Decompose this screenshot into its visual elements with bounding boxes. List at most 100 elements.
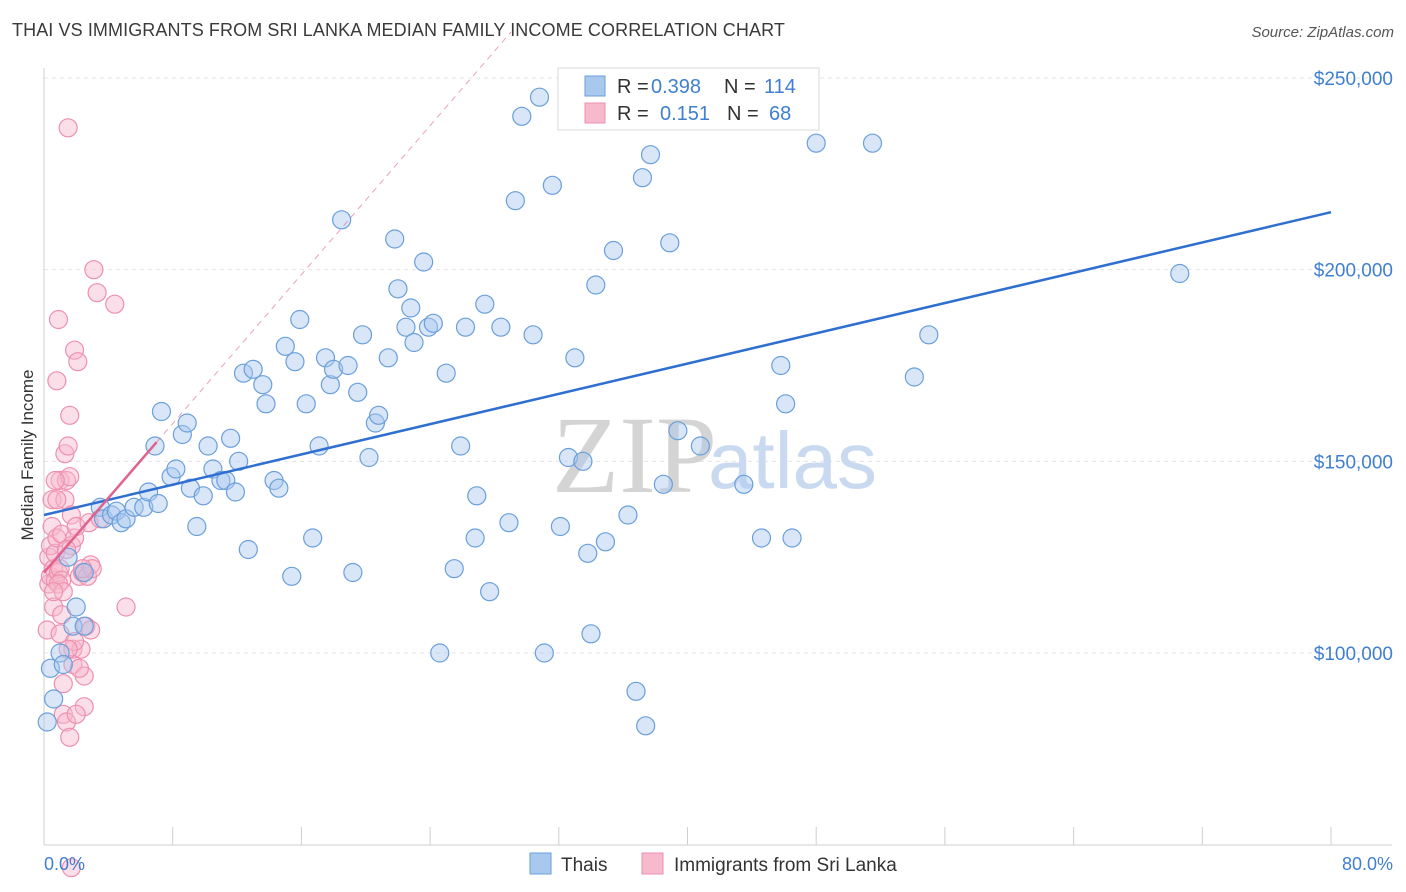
data-point-sri-lanka xyxy=(44,597,64,617)
data-point-thais xyxy=(618,505,638,525)
data-point-thais xyxy=(343,562,363,583)
data-point-thais xyxy=(414,252,434,272)
data-point-sri-lanka xyxy=(69,658,89,678)
data-point-thais xyxy=(369,405,389,425)
legend-n-label-0: N = xyxy=(724,76,756,98)
data-point-sri-lanka xyxy=(53,582,73,602)
data-point-thais xyxy=(348,382,368,402)
data-point-thais xyxy=(282,566,302,586)
data-point-thais xyxy=(636,716,656,736)
trend-lines xyxy=(43,31,1332,574)
data-point-thais xyxy=(444,559,464,579)
data-point-thais xyxy=(480,582,500,602)
y-tick-label: $150,000 xyxy=(1314,452,1393,473)
legend-swatch-thais xyxy=(584,75,606,97)
data-point-sri-lanka xyxy=(61,858,81,878)
x-axis-ticks xyxy=(43,827,1332,845)
data-point-thais xyxy=(238,539,258,560)
data-point-thais xyxy=(290,309,310,330)
data-point-sri-lanka xyxy=(63,639,83,659)
legend-bottom-swatch-thais xyxy=(529,852,552,875)
data-point-thais xyxy=(323,359,344,379)
data-point-thais xyxy=(253,375,273,395)
chart-title: THAI VS IMMIGRANTS FROM SRI LANKA MEDIAN… xyxy=(12,20,785,40)
data-point-thais xyxy=(151,401,172,422)
data-point-thais xyxy=(862,133,883,153)
data-point-thais xyxy=(401,298,421,318)
data-point-sri-lanka xyxy=(45,543,65,563)
watermark: ZIP atlas xyxy=(552,394,877,516)
data-point-thais xyxy=(166,459,186,479)
data-point-thais xyxy=(332,210,352,230)
data-point-thais xyxy=(550,516,571,537)
data-point-thais xyxy=(303,528,323,548)
data-point-thais xyxy=(378,348,398,368)
data-point-thais xyxy=(423,313,443,333)
data-point-thais xyxy=(53,654,73,675)
source-label: Source: ZipAtlas.com xyxy=(1251,24,1394,41)
data-point-thais xyxy=(578,543,598,563)
data-point-thais xyxy=(668,421,688,441)
data-point-thais xyxy=(581,624,601,644)
data-point-thais xyxy=(320,375,340,395)
data-point-thais xyxy=(359,447,379,468)
y-tick-labels: $100,000 $150,000 $200,000 $250,000 xyxy=(1314,69,1393,665)
data-point-thais xyxy=(193,486,213,506)
data-point-sri-lanka xyxy=(58,436,78,456)
data-point-thais xyxy=(256,394,276,414)
data-point-sri-lanka xyxy=(56,539,77,560)
data-point-thais xyxy=(177,413,197,433)
data-point-sri-lanka xyxy=(60,467,80,487)
data-point-thais xyxy=(388,279,408,299)
data-point-thais xyxy=(904,367,924,387)
data-point-sri-lanka xyxy=(56,712,77,732)
y-tick-label: $200,000 xyxy=(1314,261,1393,282)
data-point-thais xyxy=(225,482,246,502)
data-point-thais xyxy=(296,394,316,414)
data-point-thais xyxy=(751,528,772,548)
data-point-thais xyxy=(338,355,358,376)
data-point-thais xyxy=(44,689,64,709)
data-point-thais xyxy=(491,317,511,337)
data-point-thais xyxy=(806,133,826,153)
data-point-thais xyxy=(771,355,791,376)
data-point-thais xyxy=(451,436,471,456)
data-point-sri-lanka xyxy=(64,631,85,652)
data-point-thais xyxy=(499,513,519,533)
data-point-thais xyxy=(465,528,485,548)
legend-bottom-swatch-sri-lanka xyxy=(641,852,664,875)
data-point-thais xyxy=(74,616,94,636)
data-point-thais xyxy=(233,363,254,383)
data-point-thais xyxy=(690,436,710,456)
legend-r-label-1: R = xyxy=(617,103,649,125)
data-point-thais xyxy=(776,394,796,414)
data-point-thais xyxy=(653,474,673,494)
watermark-atlas: atlas xyxy=(708,416,877,505)
data-point-sri-lanka xyxy=(48,309,69,330)
data-point-thais xyxy=(63,616,83,636)
series-thais-points xyxy=(37,87,1190,736)
data-point-thais xyxy=(211,470,231,491)
data-point-sri-lanka xyxy=(116,597,136,617)
data-point-thais xyxy=(626,681,646,701)
data-point-thais xyxy=(475,294,495,314)
data-point-thais xyxy=(221,428,241,448)
data-point-thais xyxy=(542,175,562,195)
data-point-thais xyxy=(573,451,593,471)
data-point-sri-lanka xyxy=(60,405,80,425)
data-point-thais xyxy=(365,413,386,433)
data-point-sri-lanka xyxy=(66,704,86,724)
legend-bottom-sri-lanka: Immigrants from Sri Lanka xyxy=(674,855,897,876)
data-point-thais xyxy=(640,145,661,165)
data-point-thais xyxy=(58,547,78,567)
data-point-thais xyxy=(734,474,754,494)
legend-bottom-thais: Thais xyxy=(561,855,607,876)
watermark-zip: ZIP xyxy=(552,394,717,516)
data-point-thais xyxy=(404,332,424,353)
data-point-thais xyxy=(243,359,263,379)
legend-swatch-sri-lanka xyxy=(584,102,606,124)
data-point-thais xyxy=(37,712,57,732)
data-point-sri-lanka xyxy=(84,260,104,280)
y-tick-label: $100,000 xyxy=(1314,644,1393,665)
